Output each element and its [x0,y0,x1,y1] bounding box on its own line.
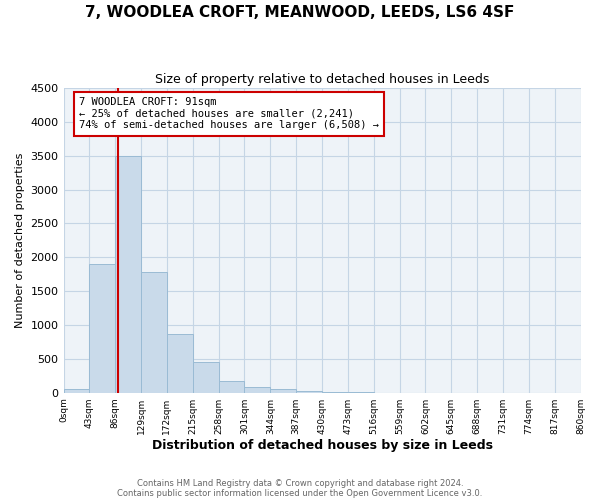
Bar [64,390,89,392]
Title: Size of property relative to detached houses in Leeds: Size of property relative to detached ho… [155,72,489,86]
Text: 7 WOODLEA CROFT: 91sqm
← 25% of detached houses are smaller (2,241)
74% of semi-: 7 WOODLEA CROFT: 91sqm ← 25% of detached… [79,97,379,130]
Bar [115,156,141,392]
Bar [89,264,115,392]
Bar [271,389,296,392]
Text: Contains HM Land Registry data © Crown copyright and database right 2024.: Contains HM Land Registry data © Crown c… [137,478,463,488]
Bar [141,272,167,392]
Bar [218,380,244,392]
Bar [296,390,322,392]
Text: Contains public sector information licensed under the Open Government Licence v3: Contains public sector information licen… [118,488,482,498]
X-axis label: Distribution of detached houses by size in Leeds: Distribution of detached houses by size … [152,440,493,452]
Bar [193,362,218,392]
Bar [167,334,193,392]
Bar [244,386,271,392]
Y-axis label: Number of detached properties: Number of detached properties [15,152,25,328]
Text: 7, WOODLEA CROFT, MEANWOOD, LEEDS, LS6 4SF: 7, WOODLEA CROFT, MEANWOOD, LEEDS, LS6 4… [85,5,515,20]
